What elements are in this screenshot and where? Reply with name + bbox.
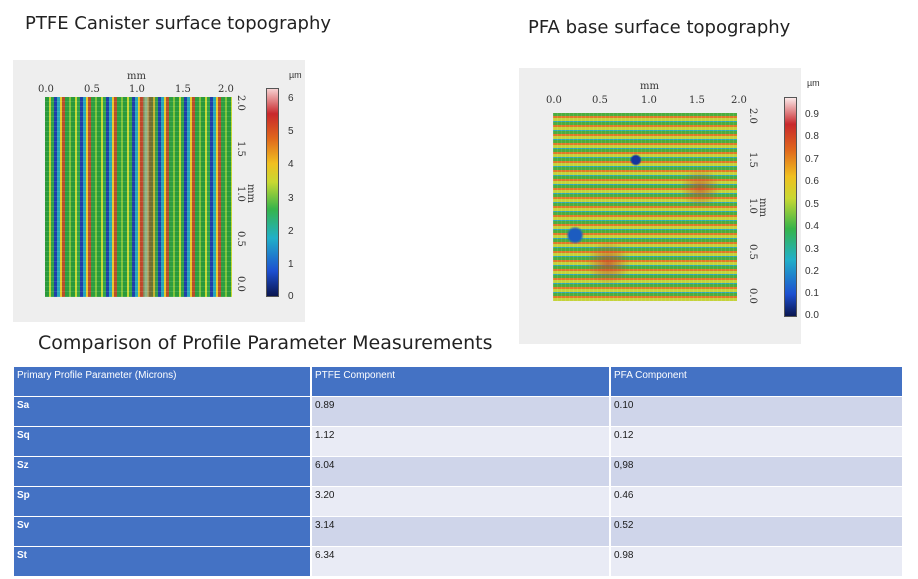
ptfe-scale-tick: 4	[288, 159, 294, 170]
pfa-scale-tick: 0.7	[805, 154, 819, 165]
ptfe-y-unit: mm	[245, 184, 256, 203]
pfa-plot-title: PFA base surface topography	[528, 17, 791, 38]
ptfe-value: 6.34	[312, 547, 611, 576]
ptfe-scale-tick: 0	[288, 291, 294, 302]
pfa-value: 0.52	[611, 517, 902, 546]
pfa-value: 0.12	[611, 427, 902, 456]
pfa-scale-tick: 0.9	[805, 109, 819, 120]
parameter-name: St	[14, 547, 312, 576]
ptfe-x-unit: mm	[127, 71, 146, 82]
ptfe-x-tick: 1.0	[129, 84, 145, 95]
parameter-table: Primary Profile Parameter (Microns) PTFE…	[14, 366, 902, 577]
ptfe-scale-tick: 1	[288, 259, 294, 270]
ptfe-x-tick: 0.5	[84, 84, 100, 95]
ptfe-scale-unit: µm	[289, 70, 302, 80]
table-header-row: Primary Profile Parameter (Microns) PTFE…	[14, 367, 902, 396]
parameter-name: Sq	[14, 427, 312, 456]
pfa-x-tick: 1.5	[689, 95, 705, 106]
ptfe-y-tick: 2.0	[235, 95, 246, 111]
pfa-scale-tick: 0.8	[805, 131, 819, 142]
ptfe-scale-tick: 6	[288, 93, 294, 104]
table-row: Sp 3.20 0.46	[14, 487, 902, 516]
pfa-scale-unit: µm	[807, 78, 820, 88]
ptfe-value: 6.04	[312, 457, 611, 486]
parameter-name: Sa	[14, 397, 312, 426]
pfa-y-tick: 0.0	[747, 288, 758, 304]
table-row: Sq 1.12 0.12	[14, 427, 902, 456]
pfa-scale-tick: 0.3	[805, 244, 819, 255]
ptfe-color-scale-bar	[266, 88, 279, 297]
pfa-scale-tick: 0.0	[805, 310, 819, 321]
header-parameter: Primary Profile Parameter (Microns)	[14, 367, 312, 396]
ptfe-x-tick: 2.0	[218, 84, 234, 95]
ptfe-x-tick: 0.0	[38, 84, 54, 95]
ptfe-y-tick: 1.5	[235, 141, 246, 157]
ptfe-y-tick: 0.5	[235, 231, 246, 247]
ptfe-value: 3.20	[312, 487, 611, 516]
pfa-y-tick: 1.5	[747, 152, 758, 168]
pfa-scale-tick: 0.6	[805, 176, 819, 187]
pfa-y-tick: 0.5	[747, 244, 758, 260]
ptfe-value: 0.89	[312, 397, 611, 426]
table-row: Sz 6.04 0,98	[14, 457, 902, 486]
pfa-x-tick: 0.5	[592, 95, 608, 106]
ptfe-scale-tick: 3	[288, 193, 294, 204]
pfa-y-tick: 2.0	[747, 108, 758, 124]
pfa-y-unit: mm	[757, 198, 768, 217]
table-row: Sv 3.14 0.52	[14, 517, 902, 546]
parameter-name: Sv	[14, 517, 312, 546]
table-row: Sa 0.89 0.10	[14, 397, 902, 426]
comparison-title: Comparison of Profile Parameter Measurem…	[38, 332, 493, 354]
pfa-value: 0.46	[611, 487, 902, 516]
pfa-x-tick: 2.0	[731, 95, 747, 106]
ptfe-x-tick: 1.5	[175, 84, 191, 95]
pfa-x-unit: mm	[640, 81, 659, 92]
pfa-color-scale-bar	[784, 97, 797, 317]
ptfe-scale-tick: 5	[288, 126, 294, 137]
pfa-value: 0.98	[611, 547, 902, 576]
pfa-scale-tick: 0.4	[805, 221, 819, 232]
parameter-name: Sp	[14, 487, 312, 516]
pfa-x-tick: 1.0	[641, 95, 657, 106]
pfa-scale-tick: 0.1	[805, 288, 819, 299]
pfa-x-tick: 0.0	[546, 95, 562, 106]
ptfe-scale-tick: 2	[288, 226, 294, 237]
pfa-value: 0,98	[611, 457, 902, 486]
ptfe-plot-title: PTFE Canister surface topography	[25, 13, 332, 34]
pfa-value: 0.10	[611, 397, 902, 426]
ptfe-value: 1.12	[312, 427, 611, 456]
ptfe-topography-map	[45, 97, 232, 297]
header-ptfe: PTFE Component	[312, 367, 611, 396]
ptfe-value: 3.14	[312, 517, 611, 546]
pfa-scale-tick: 0.2	[805, 266, 819, 277]
pfa-scale-tick: 0.5	[805, 199, 819, 210]
ptfe-y-tick: 0.0	[235, 276, 246, 292]
table-row: St 6.34 0.98	[14, 547, 902, 576]
header-pfa: PFA Component	[611, 367, 902, 396]
pfa-topography-map	[553, 113, 737, 301]
parameter-name: Sz	[14, 457, 312, 486]
